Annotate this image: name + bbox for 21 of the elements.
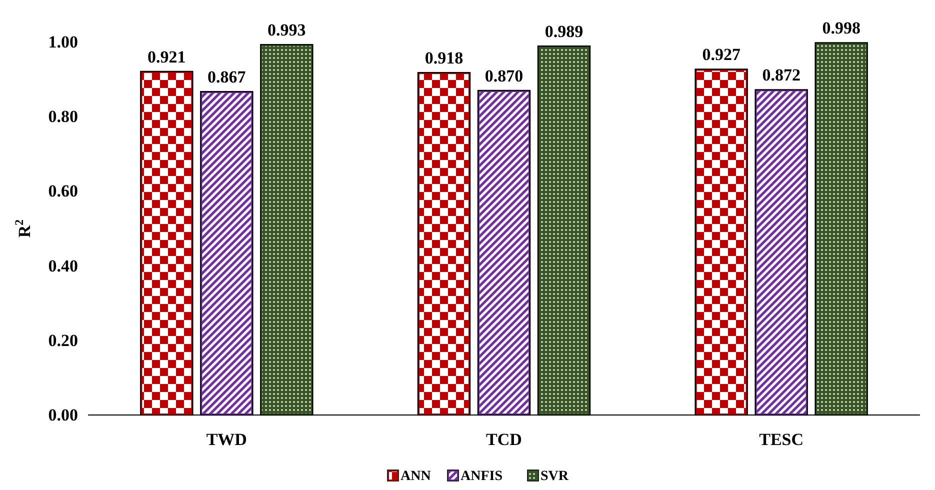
y-tick-label: 0.60 xyxy=(48,182,78,201)
legend-label: ANFIS xyxy=(460,469,503,484)
y-tick-label: 0.20 xyxy=(48,330,78,350)
y-tick-label: 0.40 xyxy=(48,256,78,276)
legend-label: ANN xyxy=(400,469,431,484)
text: 0.927 xyxy=(702,45,740,64)
text: 0.870 xyxy=(484,66,524,86)
text: 0.993 xyxy=(268,20,306,40)
legend-label: SVR xyxy=(540,469,570,484)
y-tick-label: 0.00 xyxy=(48,405,78,424)
text: 0.867 xyxy=(208,68,246,87)
x-tick-label: TCD xyxy=(486,430,522,449)
x-tick-label: TWD xyxy=(206,430,247,449)
y-tick-label: 1.00 xyxy=(48,32,78,52)
text: 0.998 xyxy=(822,18,860,38)
text: 0.872 xyxy=(762,66,800,85)
x-tick-label: TESC xyxy=(759,430,804,449)
text: 0.918 xyxy=(424,48,464,68)
text: 0.989 xyxy=(544,22,584,42)
y-tick-label: 0.80 xyxy=(48,107,78,126)
text: 0.921 xyxy=(148,47,186,66)
